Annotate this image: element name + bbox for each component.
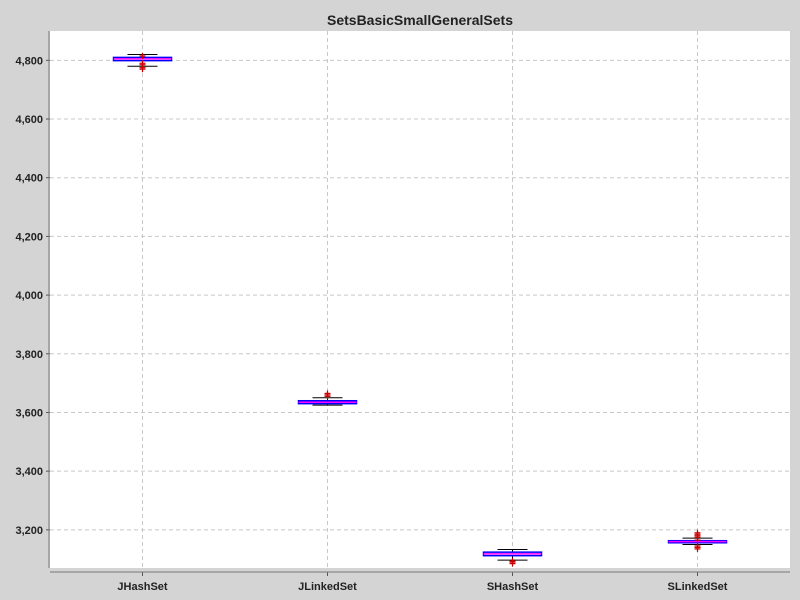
x-tick-label: SLinkedSet bbox=[668, 581, 728, 593]
box-SLinkedSet bbox=[667, 529, 728, 552]
box-JLinkedSet bbox=[297, 390, 358, 406]
x-tick-label: SHashSet bbox=[487, 581, 539, 593]
y-tick-label: 3,200 bbox=[15, 525, 43, 537]
x-tick-label: JHashSet bbox=[117, 581, 167, 593]
plot-area bbox=[50, 31, 790, 568]
y-tick-label: 4,400 bbox=[15, 173, 43, 185]
y-tick-label: 3,600 bbox=[15, 407, 43, 419]
axes bbox=[46, 31, 790, 576]
grid-lines bbox=[50, 31, 790, 568]
boxes bbox=[112, 52, 728, 567]
y-tick-label: 4,600 bbox=[15, 114, 43, 126]
box-SHashSet bbox=[482, 549, 543, 567]
y-tick-label: 4,000 bbox=[15, 290, 43, 302]
y-tick-label: 4,800 bbox=[15, 55, 43, 67]
x-tick-label: JLinkedSet bbox=[298, 581, 357, 593]
box-JHashSet bbox=[112, 52, 173, 73]
chart-title: SetsBasicSmallGeneralSets bbox=[327, 12, 513, 28]
y-tick-label: 3,800 bbox=[15, 349, 43, 361]
tick-labels: 3,200 3,400 3,600 3,800 4,000 4,200 4,400 4,600… bbox=[15, 55, 727, 593]
y-tick-label: 4,200 bbox=[15, 231, 43, 243]
y-tick-label: 3,400 bbox=[15, 466, 43, 478]
